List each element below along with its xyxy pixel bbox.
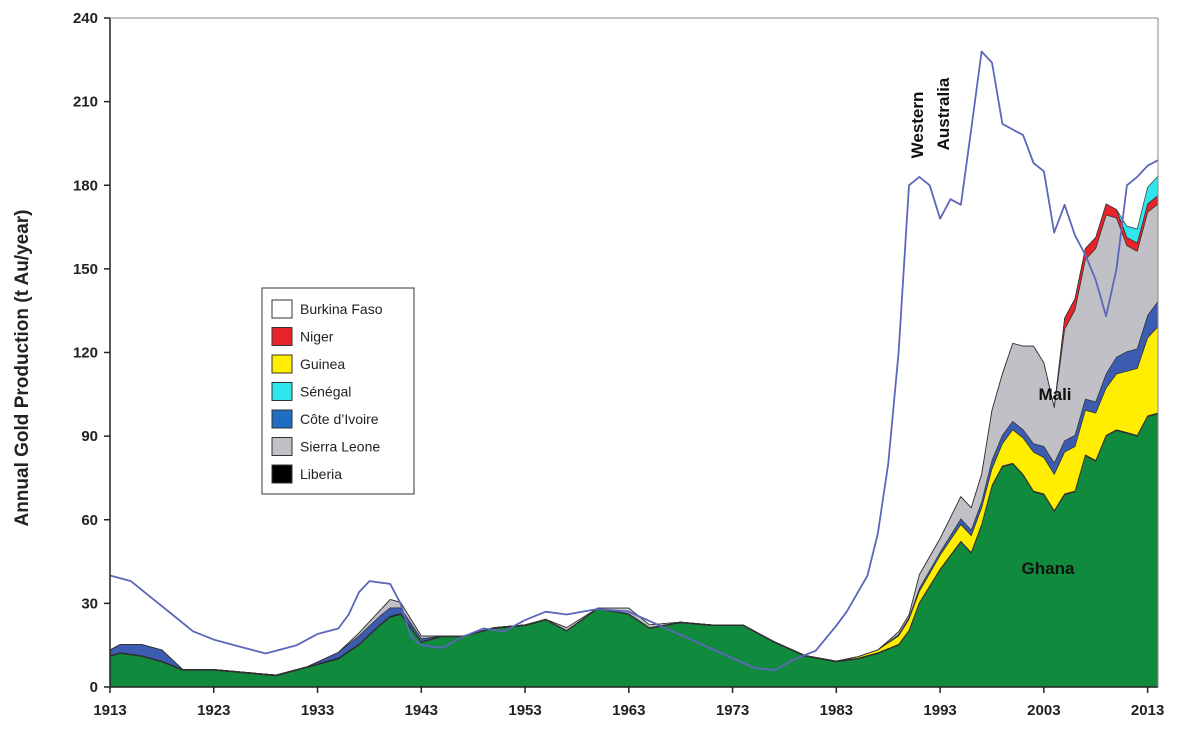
legend-swatch-niger — [271, 327, 293, 346]
line-series-western-australia — [109, 50, 1159, 672]
y-axis-label: Annual Gold Production (t Au/year) — [12, 209, 33, 526]
legend-label-guinea: Guinea — [300, 356, 345, 372]
x-tick-label: 1943 — [405, 702, 438, 719]
legend: Burkina Faso Niger Guinea Sénégal Côte d’Ivo… — [261, 287, 415, 495]
x-tick-label: 1993 — [923, 702, 956, 719]
x-tick-label: 1983 — [820, 702, 853, 719]
legend-swatch-liberia — [271, 464, 293, 484]
x-tick-label: 1923 — [197, 702, 230, 719]
x-tick-label: 2003 — [1027, 702, 1060, 719]
legend-swatch-guinea — [271, 354, 293, 374]
x-tick-label: 1913 — [93, 702, 126, 719]
x-tick-label: 1933 — [301, 702, 334, 719]
y-tick-label: 240 — [73, 10, 98, 27]
annotation-ghana: Ghana — [1022, 559, 1075, 578]
x-tick-label: 1963 — [612, 702, 645, 719]
legend-swatch-senegal — [271, 382, 293, 401]
y-tick-label: 60 — [81, 512, 98, 529]
y-tick-label: 30 — [81, 595, 98, 612]
legend-swatch-burkina-faso — [271, 299, 293, 319]
y-tick-label: 120 — [73, 345, 98, 362]
y-tick-label: 210 — [73, 94, 98, 111]
x-tick-label: 1973 — [716, 702, 749, 719]
x-tick-label: 1953 — [508, 702, 541, 719]
x-tick-label: 2013 — [1131, 702, 1164, 719]
annotation-western-australia-1: Western — [908, 92, 927, 159]
legend-label-liberia: Liberia — [300, 466, 342, 482]
annotation-mali: Mali — [1038, 385, 1071, 404]
legend-label-senegal: Sénégal — [300, 384, 351, 400]
annotation-western-australia-2: Australia — [934, 77, 953, 150]
y-tick-label: 180 — [73, 177, 98, 194]
y-tick-label: 0 — [90, 679, 98, 696]
legend-label-cote-d-ivoire: Côte d’Ivoire — [300, 411, 379, 427]
y-tick-label: 150 — [73, 261, 98, 278]
legend-swatch-sierra-leone — [271, 437, 293, 456]
legend-label-niger: Niger — [300, 329, 334, 345]
y-tick-label: 90 — [81, 428, 98, 445]
legend-swatch-cote-d-ivoire — [271, 409, 293, 429]
legend-label-sierra-leone: Sierra Leone — [300, 439, 380, 455]
legend-label-burkina-faso: Burkina Faso — [300, 301, 383, 317]
